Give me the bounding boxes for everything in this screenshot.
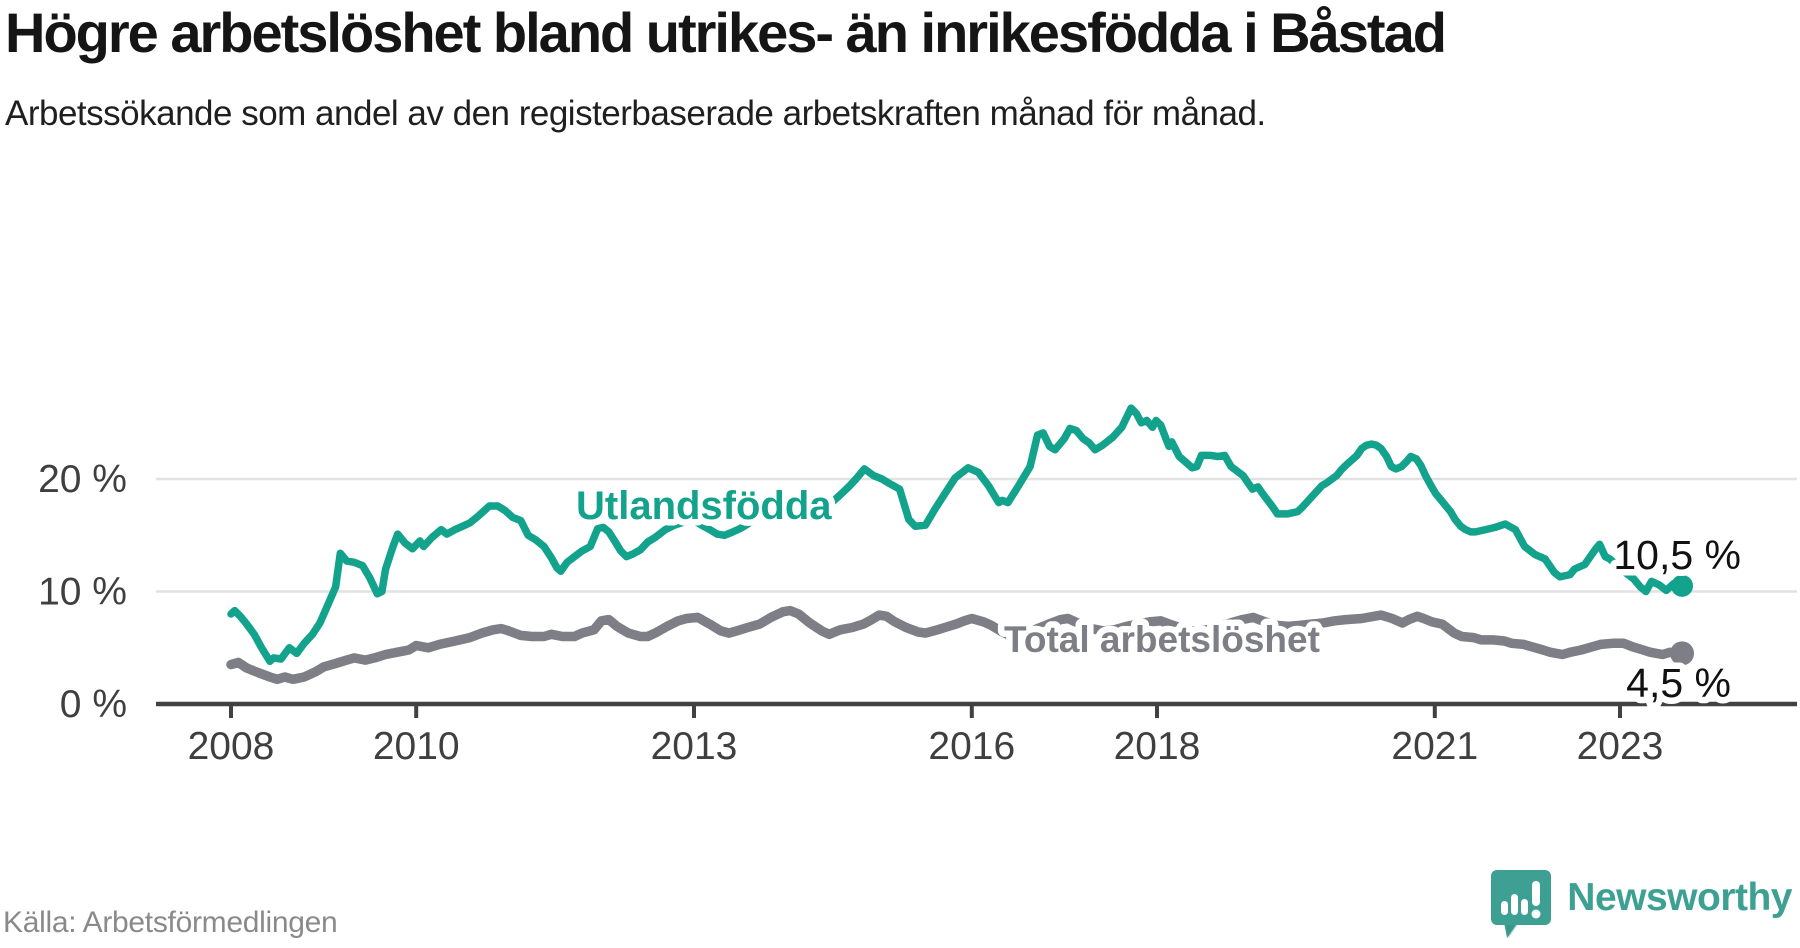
x-tick-label: 2008 <box>188 725 275 768</box>
end-value-label-total: 4,5 % <box>1626 660 1731 706</box>
newsworthy-wordmark: Newsworthy <box>1567 876 1792 919</box>
x-tick-label: 2018 <box>1114 725 1201 768</box>
series-label-utlandsfodda: Utlandsfödda <box>576 484 832 528</box>
y-tick-label: 20 % <box>38 458 127 501</box>
end-dot-utlandsfodda <box>1671 574 1694 597</box>
newsworthy-logo-icon <box>1491 870 1552 938</box>
source-note: Källa: Arbetsförmedlingen <box>3 906 338 939</box>
end-dot-total <box>1670 641 1695 666</box>
page-title: Högre arbetslöshet bland utrikes- än inr… <box>5 1 1447 64</box>
x-tick-label: 2013 <box>651 725 738 768</box>
x-tick-label: 2021 <box>1391 725 1478 768</box>
y-tick-label: 10 % <box>38 571 127 614</box>
chart-header: Högre arbetslöshet bland utrikes- än inr… <box>5 1 1745 136</box>
newsworthy-brand: Newsworthy <box>1491 870 1792 938</box>
x-tick-label: 2016 <box>928 725 1015 768</box>
x-tick-label: 2023 <box>1577 725 1664 768</box>
x-tick-label: 2010 <box>373 725 460 768</box>
chart-subtitle: Arbetssökande som andel av den registerb… <box>5 93 1266 133</box>
chart-line-total <box>226 605 1687 685</box>
end-value-label-utlandsfodda: 10,5 % <box>1613 532 1741 578</box>
chart-line-utlandsfodda <box>227 404 1686 666</box>
y-tick-label: 0 % <box>60 683 127 726</box>
series-label-total: Total arbetslöshet <box>1004 619 1320 660</box>
